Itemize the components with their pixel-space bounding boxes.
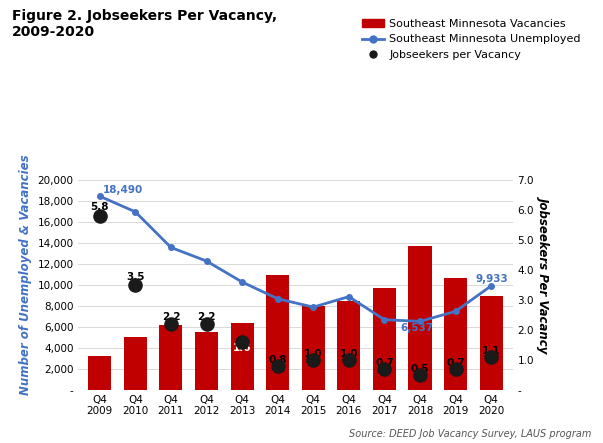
Y-axis label: Jobseekers Per Vacancy: Jobseekers Per Vacancy [538,197,551,353]
Text: Figure 2. Jobseekers Per Vacancy,
2009-2020: Figure 2. Jobseekers Per Vacancy, 2009-2… [12,9,277,39]
Text: 6,537: 6,537 [400,323,434,333]
Point [130,282,140,289]
Text: 1.6: 1.6 [233,343,251,353]
Text: 2.2: 2.2 [162,312,180,322]
Bar [266,275,289,390]
Text: 0.7: 0.7 [446,358,465,368]
Point [95,213,104,220]
Bar [195,332,218,390]
Bar [479,295,503,390]
Point [451,365,461,373]
Bar [302,306,325,390]
Bar [159,325,183,390]
Bar [373,288,396,390]
Bar [408,246,432,390]
Point [166,320,175,327]
Bar [337,301,361,390]
Point [309,356,318,363]
Point [344,356,354,363]
Text: 18,490: 18,490 [103,185,143,195]
Point [415,371,425,378]
Text: 3.5: 3.5 [126,272,145,282]
Text: 5.8: 5.8 [90,202,109,212]
Y-axis label: Number of Unemployed & Vacancies: Number of Unemployed & Vacancies [19,154,32,395]
Legend: Southeast Minnesota Vacancies, Southeast Minnesota Unemployed, Jobseekers per Va: Southeast Minnesota Vacancies, Southeast… [357,15,586,64]
Text: 0.7: 0.7 [375,358,394,368]
Bar [230,323,254,390]
Point [237,338,247,346]
Text: 1.0: 1.0 [339,349,358,359]
Point [487,354,496,361]
Text: 1.0: 1.0 [304,349,323,359]
Bar [444,278,467,390]
Text: 0.5: 0.5 [411,364,429,373]
Point [273,362,282,369]
Point [380,365,390,373]
Text: 2.2: 2.2 [197,312,216,322]
Text: 0.8: 0.8 [268,355,287,365]
Point [201,320,211,327]
Text: 1.1: 1.1 [482,346,500,356]
Bar [88,356,112,390]
Text: Source: DEED Job Vacancy Survey, LAUS program: Source: DEED Job Vacancy Survey, LAUS pr… [349,428,591,439]
Text: 9,933: 9,933 [475,274,508,284]
Bar [124,338,147,390]
